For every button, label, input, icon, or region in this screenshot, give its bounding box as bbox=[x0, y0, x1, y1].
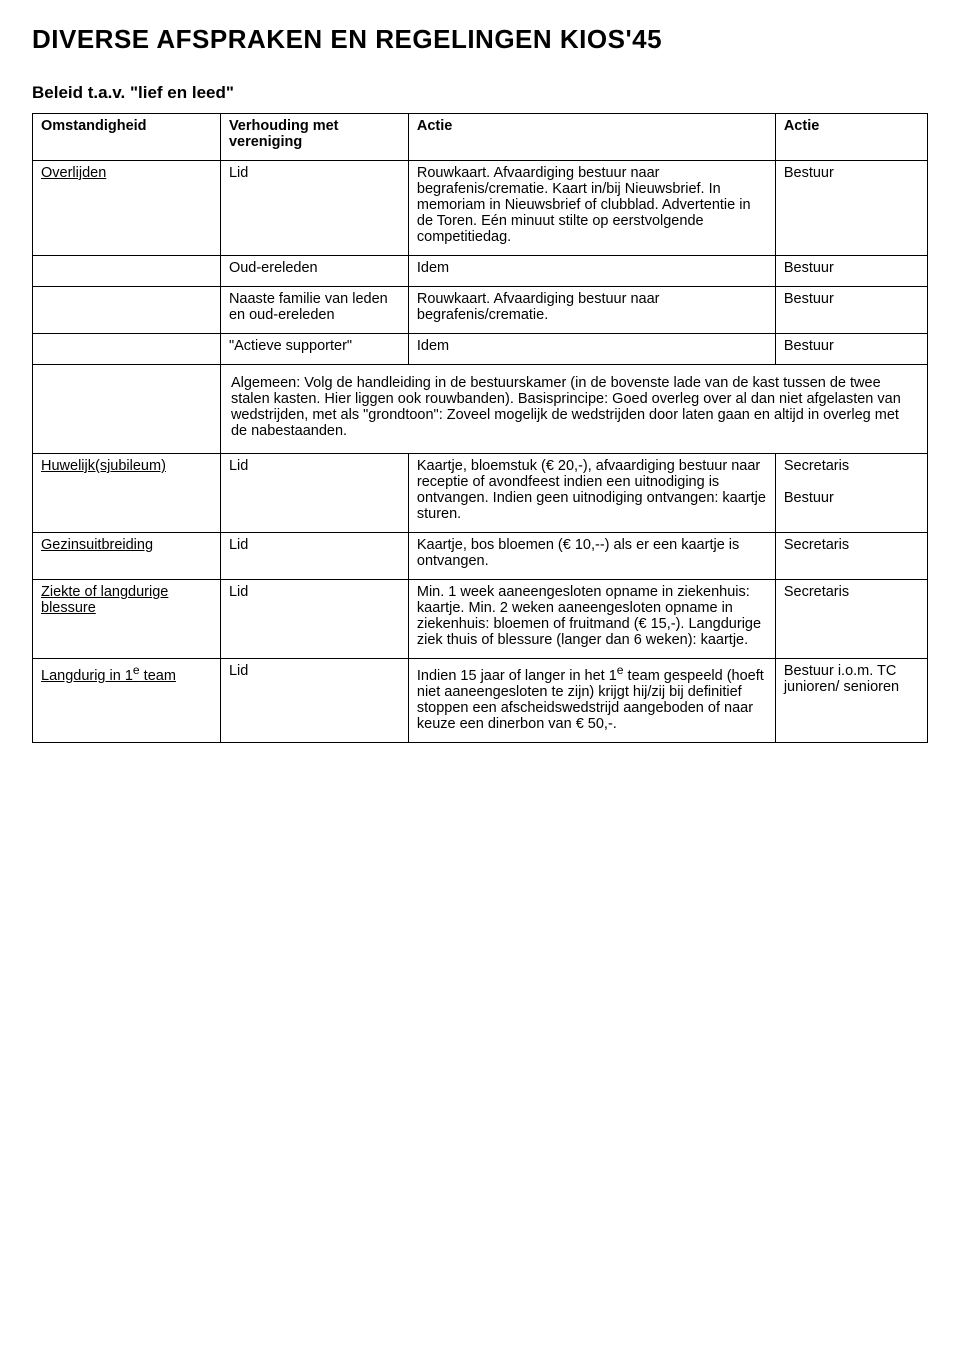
cell-empty bbox=[33, 287, 221, 334]
table-row: "Actieve supporter" Idem Bestuur bbox=[33, 334, 928, 365]
cell-actie-by: Bestuur bbox=[775, 161, 927, 256]
cell-verhouding: Lid bbox=[220, 533, 408, 580]
cell-omstandigheid: Huwelijk(sjubileum) bbox=[33, 454, 221, 533]
cell-actie-by: Bestuur bbox=[775, 256, 927, 287]
table-row: Oud-ereleden Idem Bestuur bbox=[33, 256, 928, 287]
policy-table: Omstandigheid Verhouding met vereniging … bbox=[32, 113, 928, 743]
cell-empty bbox=[33, 365, 221, 454]
cell-empty bbox=[33, 256, 221, 287]
cell-empty bbox=[33, 334, 221, 365]
table-row: Algemeen: Volg de handleiding in de best… bbox=[33, 365, 928, 454]
cell-actie-by: Secretaris Bestuur bbox=[775, 454, 927, 533]
page-title: DIVERSE AFSPRAKEN EN REGELINGEN KIOS'45 bbox=[32, 24, 928, 55]
cell-actie: Idem bbox=[408, 334, 775, 365]
col-omstandigheid: Omstandigheid bbox=[33, 114, 221, 161]
cell-actie-by: Bestuur bbox=[775, 334, 927, 365]
cell-actie-by: Secretaris bbox=[775, 533, 927, 580]
cell-actie-by: Bestuur bbox=[775, 287, 927, 334]
cell-verhouding: Lid bbox=[220, 454, 408, 533]
cell-omstandigheid: Langdurig in 1e team bbox=[33, 659, 221, 743]
table-row: Overlijden Lid Rouwkaart. Afvaardiging b… bbox=[33, 161, 928, 256]
cell-actie: Kaartje, bos bloemen (€ 10,--) als er ee… bbox=[408, 533, 775, 580]
cell-verhouding: Lid bbox=[220, 659, 408, 743]
table-row: Gezinsuitbreiding Lid Kaartje, bos bloem… bbox=[33, 533, 928, 580]
table-row: Langdurig in 1e team Lid Indien 15 jaar … bbox=[33, 659, 928, 743]
cell-actie-by: Secretaris bbox=[775, 580, 927, 659]
cell-omstandigheid: Gezinsuitbreiding bbox=[33, 533, 221, 580]
cell-actie: Idem bbox=[408, 256, 775, 287]
cell-algemeen-note: Algemeen: Volg de handleiding in de best… bbox=[220, 365, 927, 454]
cell-actie-by: Bestuur i.o.m. TC junioren/ senioren bbox=[775, 659, 927, 743]
col-verhouding: Verhouding met vereniging bbox=[220, 114, 408, 161]
cell-verhouding: Lid bbox=[220, 580, 408, 659]
cell-actie: Rouwkaart. Afvaardiging bestuur naar beg… bbox=[408, 161, 775, 256]
cell-actie: Rouwkaart. Afvaardiging bestuur naar beg… bbox=[408, 287, 775, 334]
cell-verhouding: Lid bbox=[220, 161, 408, 256]
table-header-row: Omstandigheid Verhouding met vereniging … bbox=[33, 114, 928, 161]
col-actie-by: Actie bbox=[775, 114, 927, 161]
cell-verhouding: Naaste familie van leden en oud-ereleden bbox=[220, 287, 408, 334]
page-subtitle: Beleid t.a.v. "lief en leed" bbox=[32, 83, 928, 103]
cell-actie: Kaartje, bloemstuk (€ 20,-), afvaardigin… bbox=[408, 454, 775, 533]
cell-omstandigheid: Overlijden bbox=[33, 161, 221, 256]
cell-verhouding: Oud-ereleden bbox=[220, 256, 408, 287]
cell-verhouding: "Actieve supporter" bbox=[220, 334, 408, 365]
table-row: Huwelijk(sjubileum) Lid Kaartje, bloemst… bbox=[33, 454, 928, 533]
col-actie: Actie bbox=[408, 114, 775, 161]
cell-actie: Indien 15 jaar of langer in het 1e team … bbox=[408, 659, 775, 743]
table-row: Ziekte of langdurige blessure Lid Min. 1… bbox=[33, 580, 928, 659]
cell-actie: Min. 1 week aaneengesloten opname in zie… bbox=[408, 580, 775, 659]
cell-omstandigheid: Ziekte of langdurige blessure bbox=[33, 580, 221, 659]
table-row: Naaste familie van leden en oud-ereleden… bbox=[33, 287, 928, 334]
